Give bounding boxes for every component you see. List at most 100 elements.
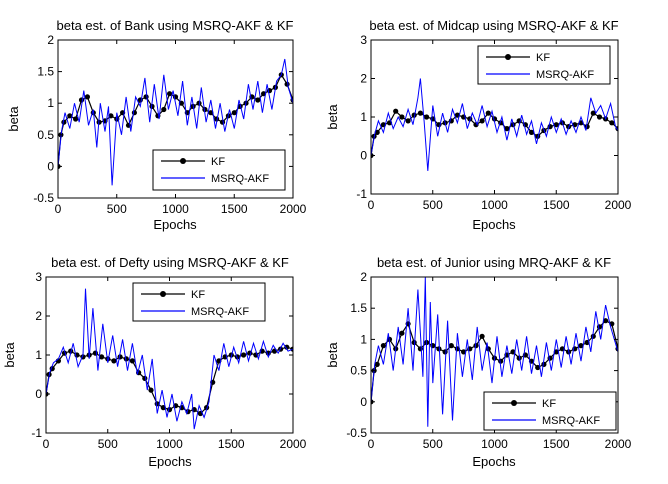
legend: KF MSRQ-AKF	[132, 282, 266, 322]
legend-label: KF	[536, 52, 550, 64]
data-point	[380, 343, 386, 349]
data-point	[67, 113, 73, 119]
data-point	[399, 114, 405, 120]
data-point	[473, 343, 479, 349]
series-line-msrq-akf	[371, 277, 618, 427]
data-point	[84, 94, 90, 100]
data-point	[485, 110, 491, 116]
data-point	[528, 129, 535, 135]
data-point	[578, 343, 584, 349]
legend-label: MSRQ-AKF	[211, 173, 269, 185]
data-point	[148, 387, 154, 393]
legend-marker	[505, 54, 511, 60]
y-axis-label: beta	[325, 104, 340, 130]
panel-junior: beta est. of Junior using MRQ-AKF & KF b…	[325, 255, 632, 469]
legend-marker	[511, 400, 517, 406]
data-point	[553, 122, 559, 128]
data-point	[241, 352, 247, 358]
data-point	[202, 106, 208, 113]
panel-midcap: beta est. of Midcap using MSRQ-AKF & KF …	[325, 18, 632, 232]
data-point	[99, 354, 105, 360]
x-tick-label: 1500	[543, 437, 570, 451]
data-point	[603, 318, 609, 324]
legend-label: MSRQ-AKF	[536, 69, 594, 81]
y-tick-label: -0.5	[33, 191, 54, 205]
data-point	[504, 126, 510, 132]
data-point	[231, 110, 237, 116]
y-axis-label: beta	[6, 106, 21, 132]
data-point	[596, 324, 603, 330]
chart-title: beta est. of Bank using MSRQ-AKF & KF	[57, 18, 294, 33]
x-tick-label: 1000	[481, 198, 508, 212]
data-point	[448, 343, 454, 349]
x-tick-label: 2000	[605, 198, 632, 212]
data-point	[374, 361, 380, 367]
data-point	[547, 355, 553, 361]
x-tick-label: 0	[368, 198, 375, 212]
data-point	[108, 113, 114, 119]
chart-title: beta est. of Midcap using MSRQ-AKF & KF	[369, 18, 618, 33]
legend-box	[132, 282, 266, 322]
legend-label: KF	[542, 398, 556, 410]
legend-marker	[160, 291, 166, 297]
y-tick-label: 2	[360, 270, 367, 284]
data-point	[417, 346, 423, 352]
data-point	[479, 118, 485, 124]
y-tick-label: 1.5	[350, 301, 367, 315]
data-point	[78, 97, 85, 103]
x-tick-label: 1000	[162, 202, 189, 216]
legend: KF MSRQ-AKF	[477, 45, 611, 85]
y-tick-label: 0	[360, 149, 367, 163]
data-point	[424, 114, 430, 120]
panel-defty: beta est. of Defty using MSRQ-AKF & KF b…	[2, 255, 307, 469]
data-point	[129, 358, 135, 364]
plot-area: 0 500 1000 1500 2000-0.500.511.52	[346, 270, 631, 451]
y-tick-label: 0.5	[37, 128, 54, 142]
y-tick-label: 2	[35, 309, 42, 323]
legend-label: KF	[211, 156, 225, 168]
x-tick-label: 1500	[218, 437, 245, 451]
y-tick-label: 2	[360, 72, 367, 86]
legend: KF MSRQ-AKF	[483, 391, 617, 431]
y-tick-label: 3	[360, 33, 367, 47]
data-point	[131, 110, 137, 116]
x-tick-label: 0	[368, 437, 375, 451]
legend-label: MSRQ-AKF	[191, 306, 249, 318]
data-point	[442, 349, 448, 355]
y-tick-label: -1	[356, 187, 367, 201]
data-point	[590, 333, 596, 339]
data-point	[590, 110, 596, 116]
data-point	[399, 330, 405, 336]
data-point	[596, 114, 603, 120]
data-point	[461, 349, 467, 355]
data-point	[208, 110, 214, 116]
data-point	[535, 364, 541, 371]
panel-bank: beta est. of Bank using MSRQ-AKF & KF be…	[6, 18, 307, 232]
y-tick-label: -0.5	[346, 426, 367, 440]
y-tick-label: 1	[360, 332, 367, 346]
y-tick-label: 0	[35, 387, 42, 401]
data-point	[161, 106, 167, 113]
data-point	[405, 118, 411, 124]
data-point	[411, 112, 417, 118]
legend: KF MSRQ-AKF	[152, 149, 286, 191]
legend-marker	[180, 158, 186, 164]
y-tick-label: -1	[31, 426, 42, 440]
x-tick-label: 2000	[280, 437, 307, 451]
data-point	[430, 343, 436, 349]
x-axis-label: Epochs	[472, 454, 516, 469]
data-point	[167, 91, 173, 97]
x-tick-label: 500	[107, 202, 127, 216]
x-tick-label: 1500	[221, 202, 248, 216]
chart-title: beta est. of Defty using MSRQ-AKF & KF	[51, 255, 289, 270]
legend-label: KF	[191, 289, 205, 301]
data-point	[142, 375, 148, 381]
x-tick-label: 2000	[605, 437, 632, 451]
legend-box	[483, 391, 617, 431]
y-tick-label: 0	[360, 395, 367, 409]
plot-area: 0 500 1000 1500 2000-0.500.511.52	[33, 33, 306, 216]
data-point	[255, 97, 261, 103]
data-point	[73, 116, 79, 122]
